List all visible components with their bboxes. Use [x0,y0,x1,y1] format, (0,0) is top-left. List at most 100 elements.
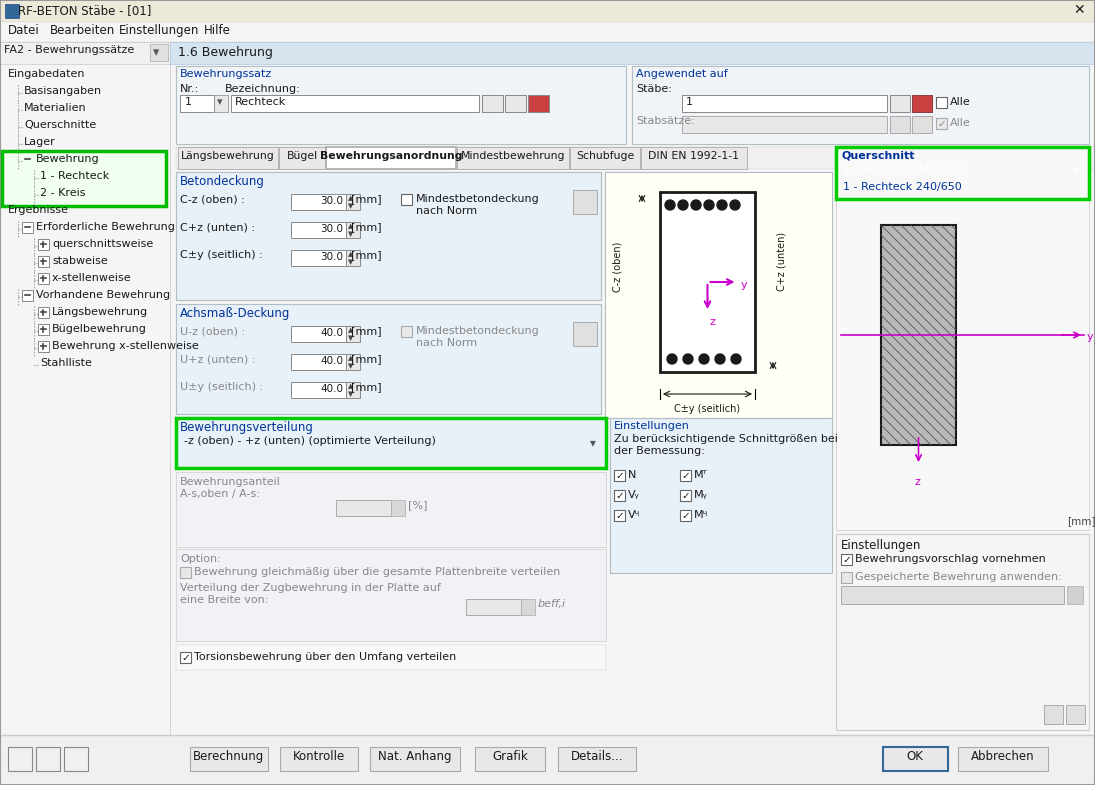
Bar [22,154,33,165]
Text: Berechnung: Berechnung [194,750,265,763]
Bar [326,147,456,169]
Text: ▼: ▼ [348,391,354,397]
Bar [38,324,49,335]
Text: 1: 1 [685,97,693,107]
Text: U+z (unten) :: U+z (unten) : [180,354,255,364]
Text: FA2 - Bewehrungssätze: FA2 - Bewehrungssätze [4,45,135,55]
Text: Stahlliste: Stahlliste [41,358,92,368]
Bar [176,147,1095,169]
Bar [38,256,49,267]
Bar [180,95,214,112]
Bar [346,194,360,210]
Text: ▾: ▾ [590,436,596,449]
Bar [839,181,1086,195]
Bar [1044,705,1063,724]
Bar [958,747,1048,771]
Bar [370,747,460,771]
Bar [841,586,1064,604]
Text: C+z (unten): C+z (unten) [777,232,787,291]
Bar [482,95,503,112]
Bar [680,490,691,501]
Text: Achsmaß-Deckung: Achsmaß-Deckung [180,307,290,320]
Bar [176,172,601,300]
Bar [170,42,1095,64]
Bar [573,190,597,214]
Bar [558,747,636,771]
Bar [336,500,391,516]
Bar [291,250,346,266]
Text: [%]: [%] [408,500,427,510]
Bar [0,22,1095,42]
Bar [680,510,691,521]
Circle shape [731,354,741,364]
Bar [38,341,49,352]
Bar [466,599,521,615]
Bar [150,44,168,61]
Text: [mm]: [mm] [351,382,382,392]
Text: C±y (seitlich): C±y (seitlich) [675,404,740,414]
Bar [346,326,360,342]
Bar [682,95,887,112]
Text: Einstellungen: Einstellungen [118,24,199,37]
Bar [291,354,346,370]
Bar [64,747,88,771]
Bar [614,470,625,481]
Bar [291,222,346,238]
Text: ▾: ▾ [1073,165,1080,178]
Bar [176,418,606,468]
Bar [614,490,625,501]
Bar [457,147,569,169]
Text: Alle: Alle [950,118,971,128]
Text: 1.6 Bewehrung: 1.6 Bewehrung [178,46,273,59]
Text: [mm]: [mm] [351,354,382,364]
Text: [mm]: [mm] [351,194,382,204]
Text: Basisangaben: Basisangaben [24,86,102,96]
Bar [890,95,910,112]
Text: ✓: ✓ [181,653,189,663]
Bar [475,747,545,771]
Circle shape [715,354,725,364]
Text: Bewehrungsanteil
A-s,oben / A-s:: Bewehrungsanteil A-s,oben / A-s: [180,477,281,498]
Bar [835,534,1090,730]
Bar [346,250,360,266]
Text: -z (oben) - +z (unten) (optimierte Verteilung): -z (oben) - +z (unten) (optimierte Verte… [184,436,436,446]
Text: Details...: Details... [570,750,623,763]
Bar [835,200,1090,530]
Text: 40.0: 40.0 [320,384,343,394]
Text: Bügelbewehrung: Bügelbewehrung [51,324,147,334]
Circle shape [667,354,677,364]
Text: ▼: ▼ [348,231,354,237]
Text: ✓: ✓ [615,511,624,521]
Bar [8,747,32,771]
Bar [191,747,268,771]
Bar [1069,163,1086,181]
Text: ✓: ✓ [681,471,690,481]
Text: ✓: ✓ [937,119,946,129]
Text: ✕: ✕ [1073,3,1085,17]
Text: 40.0: 40.0 [320,328,343,338]
Text: 30.0: 30.0 [320,224,343,234]
Text: Option:: Option: [180,554,221,564]
Text: stabweise: stabweise [51,256,107,266]
Text: Ergebnisse: Ergebnisse [8,205,69,215]
Text: Bewehrungsvorschlag vornehmen: Bewehrungsvorschlag vornehmen [855,554,1046,564]
Circle shape [678,200,688,210]
Bar [180,567,191,578]
Circle shape [704,200,714,210]
Bar [346,222,360,238]
Text: ▾: ▾ [217,97,222,107]
Bar [839,163,1086,181]
Text: Mᵀ: Mᵀ [694,470,707,480]
Bar [0,0,1095,22]
Text: ▲: ▲ [348,195,354,201]
Text: N: N [629,470,636,480]
Text: Einstellungen: Einstellungen [614,421,690,431]
Text: Einstellungen: Einstellungen [841,539,921,552]
Text: Rechteck: Rechteck [235,97,286,107]
Bar [38,273,49,284]
Bar [346,382,360,398]
Text: Bewehrungsanordnung: Bewehrungsanordnung [320,151,462,161]
Bar [912,95,932,112]
Text: ▲: ▲ [348,383,354,389]
Bar [641,147,747,169]
